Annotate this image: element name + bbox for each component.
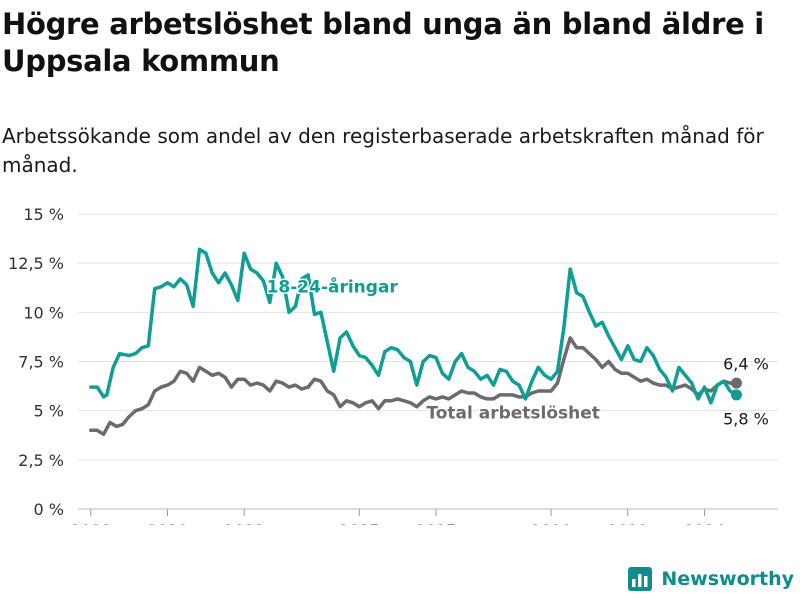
- x-tick-label: 2010: [147, 521, 188, 525]
- brand-name: Newsworthy: [661, 568, 794, 590]
- y-tick-label: 5 %: [34, 402, 64, 421]
- x-tick-label: 2017: [416, 521, 457, 525]
- y-tick-label: 10 %: [23, 303, 64, 322]
- series-label-total: Total arbetslöshet: [426, 404, 600, 424]
- brand-logo: Newsworthy: [627, 566, 794, 592]
- series-label-youth: 18-24-åringar: [267, 276, 399, 298]
- x-tick-label: 2020: [531, 521, 572, 525]
- chart-title: Högre arbetslöshet bland unga än bland ä…: [2, 7, 764, 78]
- series-line-total: [89, 336, 739, 437]
- x-tick-label: 2024: [684, 521, 725, 525]
- end-value-total: 6,4 %: [723, 354, 769, 373]
- x-tick-label: 2015: [339, 521, 380, 525]
- y-tick-label: 0 %: [34, 500, 64, 519]
- series-lines: [89, 247, 742, 437]
- end-point-youth: [730, 389, 742, 401]
- x-tick-label: 2008: [70, 521, 111, 525]
- line-chart: 0 %2,5 %5 %7,5 %10 %12,5 %15 % 200820102…: [8, 205, 778, 525]
- end-point-total: [730, 377, 742, 389]
- y-tick-label: 2,5 %: [18, 451, 64, 470]
- chart-subtitle: Arbetssökande som andel av den registerb…: [2, 124, 764, 177]
- x-tick-label: 2022: [607, 521, 648, 525]
- series-line-youth: [89, 247, 739, 405]
- grid-lines: [78, 213, 778, 510]
- x-axis-ticks: 2008 2010 2012 2015 2017 2020 2022 2024: [70, 509, 725, 525]
- y-tick-label: 7,5 %: [18, 353, 64, 372]
- y-tick-label: 12,5 %: [8, 254, 64, 273]
- series-labels: 18-24-åringar Total arbetslöshet 6,4 % 5,8 …: [265, 274, 769, 428]
- y-tick-label: 15 %: [23, 205, 64, 224]
- y-axis-ticks: 0 % 2,5 % 5 % 7,5 % 10 % 12,5 % 15 %: [8, 205, 64, 519]
- end-value-youth: 5,8 %: [723, 409, 769, 428]
- x-tick-label: 2012: [224, 521, 265, 525]
- newsworthy-logo-icon: [627, 566, 653, 592]
